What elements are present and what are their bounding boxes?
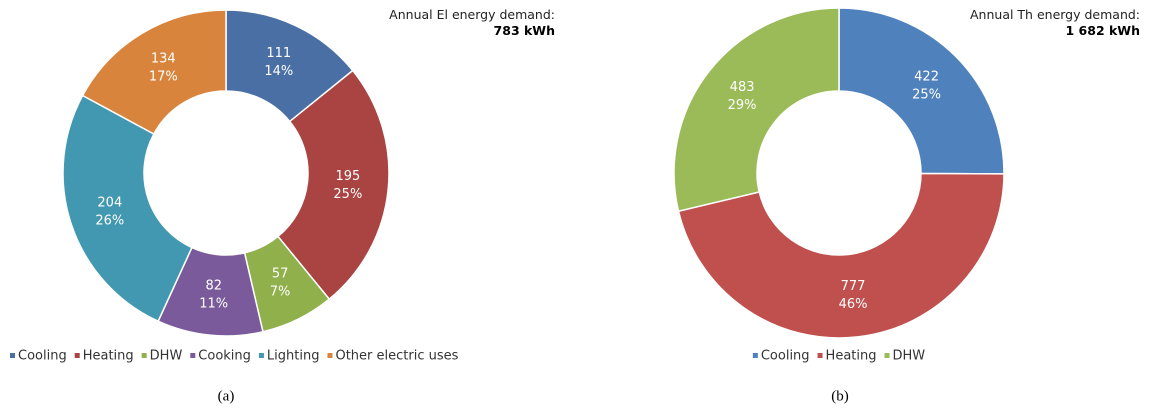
value-label: 195 xyxy=(335,169,360,184)
percent-label: 29% xyxy=(728,98,757,113)
percent-label: 7% xyxy=(270,284,291,299)
percent-label: 14% xyxy=(264,64,293,79)
legend-label: DHW xyxy=(893,349,926,364)
percent-label: 26% xyxy=(95,213,124,228)
donut-slice xyxy=(276,69,390,301)
percent-label: 17% xyxy=(149,69,178,84)
value-label: 134 xyxy=(151,51,176,66)
legend-label: Heating xyxy=(83,349,134,364)
donut-slice xyxy=(677,172,1005,339)
donut-slice xyxy=(838,7,1005,175)
legend: Cooling Heating DHW xyxy=(752,349,926,364)
percent-label: 25% xyxy=(333,187,362,202)
value-label: 777 xyxy=(841,279,866,294)
legend-swatch xyxy=(884,353,890,358)
percent-label: 46% xyxy=(839,297,868,312)
legend-swatch xyxy=(327,353,333,358)
legend-label: Heating xyxy=(826,349,877,364)
value-label: 111 xyxy=(266,46,291,61)
percent-label: 25% xyxy=(912,87,941,102)
legend-label: DHW xyxy=(150,349,183,364)
legend-label: Other electric uses xyxy=(335,349,458,364)
legend-swatch xyxy=(74,353,80,358)
caption: (b) xyxy=(831,388,849,404)
annotation-text: Annual El energy demand: xyxy=(389,7,555,22)
value-label: 204 xyxy=(97,195,122,210)
legend-swatch xyxy=(258,353,264,358)
total: 1 682 kWh xyxy=(1065,23,1141,38)
annotation-text: Annual Th energy demand: xyxy=(970,7,1141,22)
annotation: Annual Th energy demand: 1 682 kWh xyxy=(970,7,1140,39)
caption: (a) xyxy=(218,388,235,404)
donut-slice xyxy=(673,7,840,213)
legend-label: Cooling xyxy=(761,349,810,364)
annotation: Annual El energy demand: 783 kWh xyxy=(385,7,555,39)
legend-swatch xyxy=(141,353,147,358)
value-label: 57 xyxy=(272,266,289,281)
legend-label: Cooking xyxy=(198,349,251,364)
legend-swatch xyxy=(190,353,196,358)
percent-label: 11% xyxy=(199,296,228,311)
donut-slice xyxy=(81,9,227,136)
legend-swatch xyxy=(817,353,823,358)
value-label: 483 xyxy=(730,80,755,95)
value-label: 422 xyxy=(914,69,939,84)
legend: Cooling Heating DHW Cooking Lighting Other el… xyxy=(10,349,459,364)
legend-label: Cooling xyxy=(18,349,67,364)
legend-swatch xyxy=(10,353,15,358)
donut-slice xyxy=(62,94,193,323)
value-label: 82 xyxy=(205,278,222,293)
total: 783 kWh xyxy=(493,23,555,38)
legend-swatch xyxy=(752,353,758,358)
legend-label: Lighting xyxy=(267,349,320,364)
